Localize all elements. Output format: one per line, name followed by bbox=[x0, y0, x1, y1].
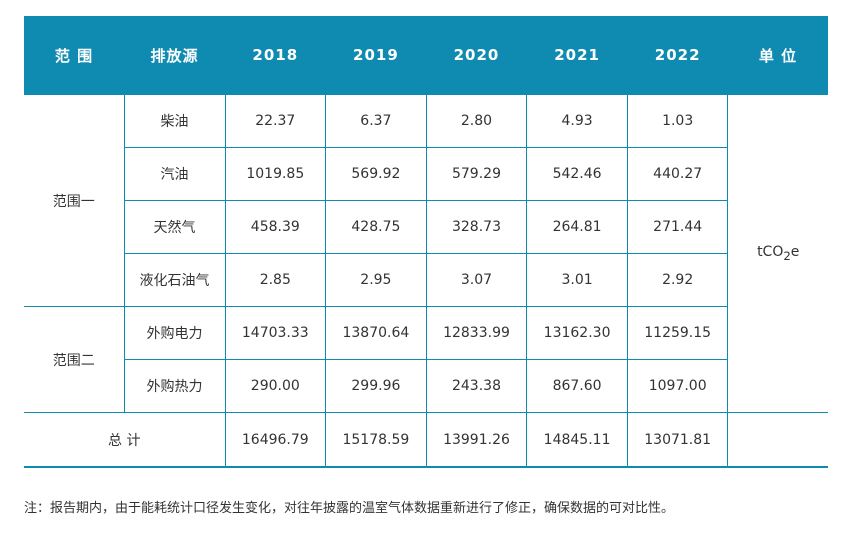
source-cell: 外购热力 bbox=[123, 359, 226, 413]
total-value-cell: 15178.59 bbox=[325, 412, 427, 468]
total-unit-empty bbox=[727, 412, 828, 468]
source-cell: 天然气 bbox=[123, 200, 226, 254]
header-year-2020: 2020 bbox=[426, 16, 527, 95]
header-scope: 范 围 bbox=[24, 16, 124, 95]
value-cell: 2.95 bbox=[325, 253, 427, 307]
unit-suffix: e bbox=[790, 244, 800, 261]
emissions-table: 范 围 排放源 2018 2019 2020 2021 2022 单 位 范围一… bbox=[24, 16, 828, 468]
value-cell: 440.27 bbox=[626, 147, 729, 201]
table-row: 范围二 外购电力 14703.33 13870.64 12833.99 1316… bbox=[24, 306, 828, 413]
total-label: 总 计 bbox=[24, 412, 226, 468]
source-cell: 外购电力 bbox=[123, 306, 226, 360]
value-cell: 290.00 bbox=[224, 359, 327, 413]
value-cell: 2.80 bbox=[425, 94, 528, 148]
total-row: 总 计 16496.79 15178.59 13991.26 14845.11 … bbox=[24, 412, 828, 468]
table-row: 外购热力 290.00 299.96 243.38 867.60 1097.00 bbox=[24, 359, 828, 413]
total-value-cell: 13071.81 bbox=[626, 412, 729, 468]
value-cell: 458.39 bbox=[224, 200, 327, 254]
value-cell: 264.81 bbox=[526, 200, 628, 254]
value-cell: 579.29 bbox=[425, 147, 528, 201]
value-cell: 6.37 bbox=[325, 94, 427, 148]
value-cell: 1019.85 bbox=[224, 147, 327, 201]
table-row: 液化石油气 2.85 2.95 3.07 3.01 2.92 bbox=[24, 253, 828, 307]
value-cell: 1.03 bbox=[626, 94, 729, 148]
header-year-2018: 2018 bbox=[225, 16, 326, 95]
header-year-2019: 2019 bbox=[325, 16, 427, 95]
header-year-2022: 2022 bbox=[627, 16, 728, 95]
value-cell: 13162.30 bbox=[526, 306, 628, 360]
value-cell: 328.73 bbox=[425, 200, 528, 254]
source-cell: 柴油 bbox=[123, 94, 226, 148]
value-cell: 1097.00 bbox=[626, 359, 729, 413]
value-cell: 11259.15 bbox=[626, 306, 729, 360]
header-unit: 单 位 bbox=[727, 16, 828, 95]
value-cell: 271.44 bbox=[626, 200, 729, 254]
header-year-2021: 2021 bbox=[526, 16, 628, 95]
unit-subscript: 2 bbox=[783, 248, 791, 263]
value-cell: 14703.33 bbox=[224, 306, 327, 360]
value-cell: 243.38 bbox=[425, 359, 528, 413]
value-cell: 3.07 bbox=[425, 253, 528, 307]
value-cell: 12833.99 bbox=[425, 306, 528, 360]
header-row: 范 围 排放源 2018 2019 2020 2021 2022 单 位 bbox=[24, 16, 828, 95]
source-cell: 汽油 bbox=[123, 147, 226, 201]
value-cell: 4.93 bbox=[526, 94, 628, 148]
scope1-label: 范围一 bbox=[24, 94, 125, 307]
value-cell: 867.60 bbox=[526, 359, 628, 413]
total-value-cell: 16496.79 bbox=[224, 412, 327, 468]
unit-prefix: tCO bbox=[757, 244, 784, 261]
footnote: 注：报告期内，由于能耗统计口径发生变化，对往年披露的温室气体数据重新进行了修正，… bbox=[24, 501, 675, 516]
table-row: 天然气 458.39 428.75 328.73 264.81 271.44 bbox=[24, 200, 828, 254]
value-cell: 569.92 bbox=[325, 147, 427, 201]
header-source: 排放源 bbox=[124, 16, 225, 95]
value-cell: 299.96 bbox=[325, 359, 427, 413]
total-value-cell: 13991.26 bbox=[425, 412, 528, 468]
scope2-label: 范围二 bbox=[24, 306, 125, 413]
value-cell: 2.85 bbox=[224, 253, 327, 307]
value-cell: 3.01 bbox=[526, 253, 628, 307]
table-row: 汽油 1019.85 569.92 579.29 542.46 440.27 bbox=[24, 147, 828, 201]
total-value-cell: 14845.11 bbox=[526, 412, 628, 468]
unit-cell: tCO2e bbox=[727, 94, 828, 413]
value-cell: 542.46 bbox=[526, 147, 628, 201]
value-cell: 428.75 bbox=[325, 200, 427, 254]
table-row: 范围一 柴油 22.37 6.37 2.80 4.93 1.03 tCO2e bbox=[24, 94, 828, 413]
value-cell: 22.37 bbox=[224, 94, 327, 148]
value-cell: 13870.64 bbox=[325, 306, 427, 360]
value-cell: 2.92 bbox=[626, 253, 729, 307]
source-cell: 液化石油气 bbox=[123, 253, 226, 307]
